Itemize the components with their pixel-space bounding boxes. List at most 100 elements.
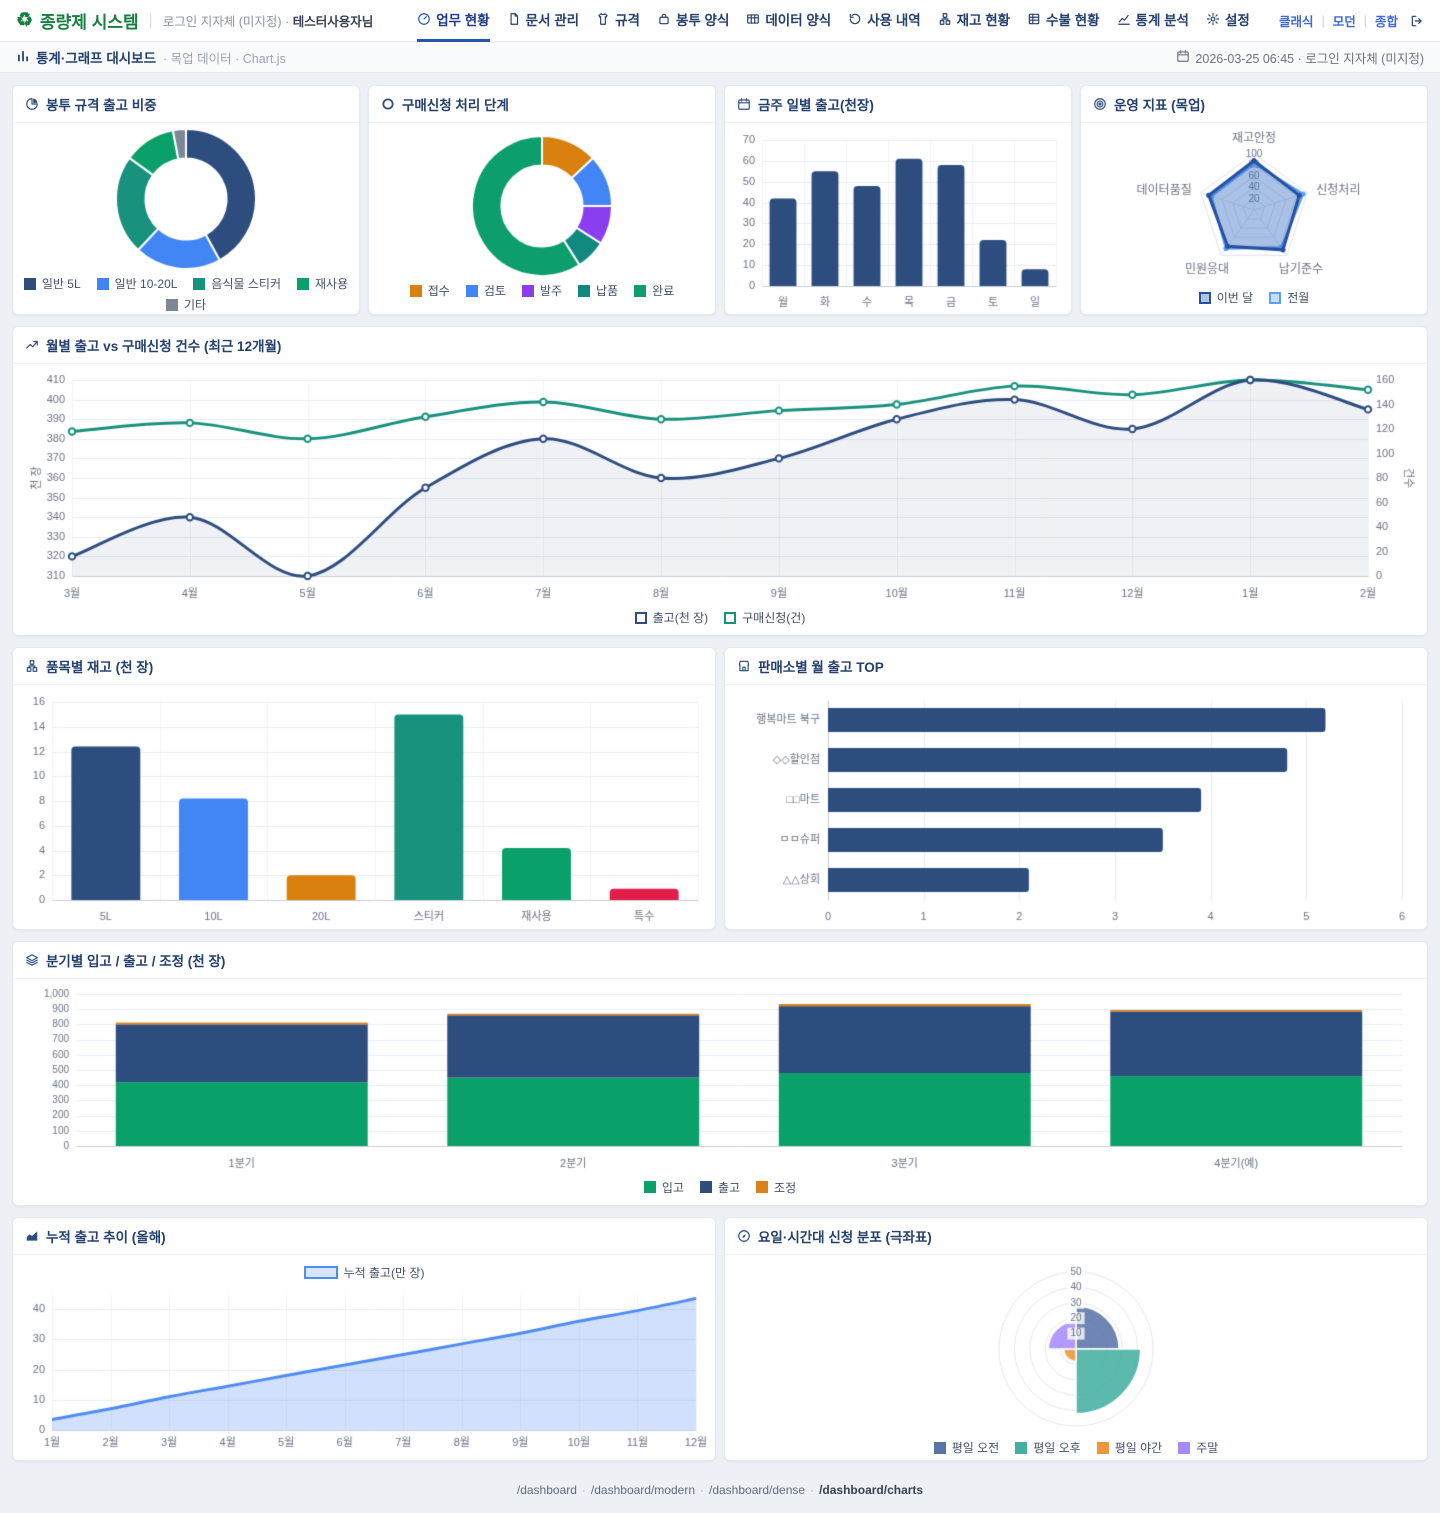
trend-chart-icon xyxy=(25,338,39,352)
breadcrumb-sub: · 목업 데이터 · Chart.js xyxy=(163,51,286,66)
gear-icon xyxy=(1206,12,1220,26)
app-brand[interactable]: ♻ 종량제 시스템 xyxy=(16,8,139,33)
card-top-sellers: 판매소별 월 출고 TOP xyxy=(724,647,1428,930)
quarterly-io-chart[interactable] xyxy=(24,983,1416,1176)
logout-icon[interactable] xyxy=(1410,14,1424,28)
bar-chart-icon xyxy=(16,49,30,66)
divider: | xyxy=(148,11,153,29)
bag-icon xyxy=(657,12,671,26)
separator: · xyxy=(700,1483,704,1497)
user-name: 테스터사용자님 xyxy=(292,15,374,29)
legend-item[interactable]: 음식물 스티커 xyxy=(193,275,281,292)
card-title: 봉투 규격 출고 비중 xyxy=(46,98,157,113)
legend-item[interactable]: 출고(천 장) xyxy=(634,609,708,626)
nav-item-statistics-analysis[interactable]: 통계 분석 xyxy=(1117,0,1189,42)
footer-link-dashboard[interactable]: /dashboard xyxy=(516,1483,577,1497)
card-purchase-stages: 구매신청 처리 단계 접수 검토 발주 납품 완료 xyxy=(368,85,716,315)
page-title: 통계·그래프 대시보드 xyxy=(16,47,156,67)
boxes-icon xyxy=(25,659,39,673)
legend-item[interactable]: 접수 xyxy=(409,282,450,299)
top-navigation: ♻ 종량제 시스템 | 로그인 지자체 (미지정) · 테스터사용자님 업무 현… xyxy=(0,0,1440,42)
legend-item[interactable]: 출고 xyxy=(699,1179,740,1196)
nav-item-usage-history[interactable]: 사용 내역 xyxy=(848,0,921,42)
envelope-share-chart[interactable] xyxy=(16,126,356,272)
nav-item-specs[interactable]: 규격 xyxy=(596,0,640,42)
nav-item-envelope-forms[interactable]: 봉투 양식 xyxy=(657,0,729,42)
circle-icon xyxy=(381,97,395,111)
legend-item[interactable]: 주말 xyxy=(1178,1439,1218,1456)
card-cumulative-shipment: 누적 출고 추이 (올해) 누적 출고(만 장) xyxy=(12,1217,716,1461)
legend-item[interactable]: 누적 출고(만 장) xyxy=(303,1264,424,1281)
nav-item-settings[interactable]: 설정 xyxy=(1206,0,1250,42)
card-header: 품목별 재고 (천 장) xyxy=(13,648,715,685)
card-weekly-shipment: 금주 일별 출고(천장) xyxy=(724,85,1072,315)
card-time-slot-distribution: 요일·시간대 신청 분포 (극좌표) 평일 오전 평일 오후 평일 야간 주말 xyxy=(724,1217,1428,1461)
legend-item[interactable]: 조정 xyxy=(756,1179,796,1196)
weekly-shipment-chart[interactable] xyxy=(730,126,1066,314)
nav-item-work-status[interactable]: 업무 현황 xyxy=(417,0,490,42)
separator: | xyxy=(1363,13,1367,28)
footer-link-dashboard-dense[interactable]: /dashboard/dense xyxy=(709,1483,806,1497)
separator: · xyxy=(810,1483,815,1497)
legend-item[interactable]: 완료 xyxy=(634,282,674,299)
nav-item-document-management[interactable]: 문서 관리 xyxy=(507,0,579,42)
card-title: 판매소별 월 출고 TOP xyxy=(758,660,884,675)
storefront-icon xyxy=(737,659,751,673)
legend-item[interactable]: 입고 xyxy=(643,1179,684,1196)
footer: /dashboard · /dashboard/modern · /dashboard/… xyxy=(0,1473,1440,1513)
boxes-icon xyxy=(938,12,952,26)
card-title: 월별 출고 vs 구매신청 건수 (최근 12개월) xyxy=(46,339,282,354)
legend-item[interactable]: 일반 5L xyxy=(23,275,81,292)
legend-item[interactable]: 재사용 xyxy=(297,275,348,292)
mode-link-combined[interactable]: 종합 xyxy=(1374,15,1398,29)
card-quarterly-io: 분기별 입고 / 출고 / 조정 (천 장) 입고 출고 조정 xyxy=(12,941,1428,1206)
card-title: 품목별 재고 (천 장) xyxy=(46,660,154,675)
legend-item[interactable]: 발주 xyxy=(521,282,562,299)
card-title: 분기별 입고 / 출고 / 조정 (천 장) xyxy=(46,954,226,969)
timestamp: 2026-03-25 06:45 · 로그인 지자체 (미지정) xyxy=(1176,48,1424,67)
legend-item[interactable]: 기타 xyxy=(165,296,206,313)
separator: | xyxy=(1321,13,1325,28)
footer-link-dashboard-modern[interactable]: /dashboard/modern xyxy=(590,1483,695,1497)
layers-icon xyxy=(25,953,39,967)
card-header: 구매신청 처리 단계 xyxy=(369,86,715,123)
legend-item[interactable]: 구매신청(건) xyxy=(724,609,805,626)
card-title: 금주 일별 출고(천장) xyxy=(758,98,874,113)
legend-item[interactable]: 전월 xyxy=(1269,289,1309,306)
stock-by-item-chart[interactable] xyxy=(20,688,708,928)
time-slot-polar-chart[interactable] xyxy=(732,1258,1420,1436)
card-header: 요일·시간대 신청 분포 (극좌표) xyxy=(725,1218,1427,1255)
legend-item[interactable]: 납품 xyxy=(578,282,618,299)
calendar-icon xyxy=(1176,49,1190,66)
target-icon xyxy=(1093,97,1107,111)
top-sellers-chart[interactable] xyxy=(732,688,1420,928)
legend-item[interactable]: 평일 야간 xyxy=(1096,1439,1162,1456)
card-header: 월별 출고 vs 구매신청 건수 (최근 12개월) xyxy=(13,327,1427,364)
mode-link-classic[interactable]: 클래식 xyxy=(1278,15,1314,29)
chart-legend: 접수 검토 발주 납품 완료 xyxy=(409,279,674,304)
nav-item-ledger-status[interactable]: 수불 현황 xyxy=(1027,0,1100,42)
breadcrumb-bar: 통계·그래프 대시보드 · 목업 데이터 · Chart.js 2026-03-… xyxy=(0,42,1440,73)
nav-item-data-forms[interactable]: 데이터 양식 xyxy=(746,0,831,42)
legend-item[interactable]: 평일 오전 xyxy=(933,1439,999,1456)
nav-item-inventory-status[interactable]: 재고 현황 xyxy=(938,0,1010,42)
card-header: 운영 지표 (목업) xyxy=(1081,86,1427,123)
gauge-icon xyxy=(417,12,431,26)
view-mode-links: 클래식 | 모던 | 종합 xyxy=(1279,11,1424,30)
legend-item[interactable]: 일반 10-20L xyxy=(96,275,177,292)
purchase-stages-chart[interactable] xyxy=(372,133,712,279)
mode-link-modern[interactable]: 모던 xyxy=(1332,15,1356,29)
cumulative-shipment-chart[interactable] xyxy=(20,1286,708,1454)
legend-item[interactable]: 평일 오후 xyxy=(1015,1439,1081,1456)
legend-item[interactable]: 이번 달 xyxy=(1198,289,1253,306)
card-header: 분기별 입고 / 출고 / 조정 (천 장) xyxy=(13,942,1427,979)
ops-kpi-radar-chart[interactable] xyxy=(1086,126,1422,286)
chart-legend: 누적 출고(만 장) xyxy=(303,1261,424,1286)
legend-item[interactable]: 검토 xyxy=(465,282,506,299)
monthly-vs-requests-chart[interactable] xyxy=(24,368,1416,606)
footer-link-dashboard-charts[interactable]: /dashboard/charts xyxy=(819,1483,924,1497)
app-title: 종량제 시스템 xyxy=(40,13,139,32)
pie-chart-icon xyxy=(25,97,39,111)
